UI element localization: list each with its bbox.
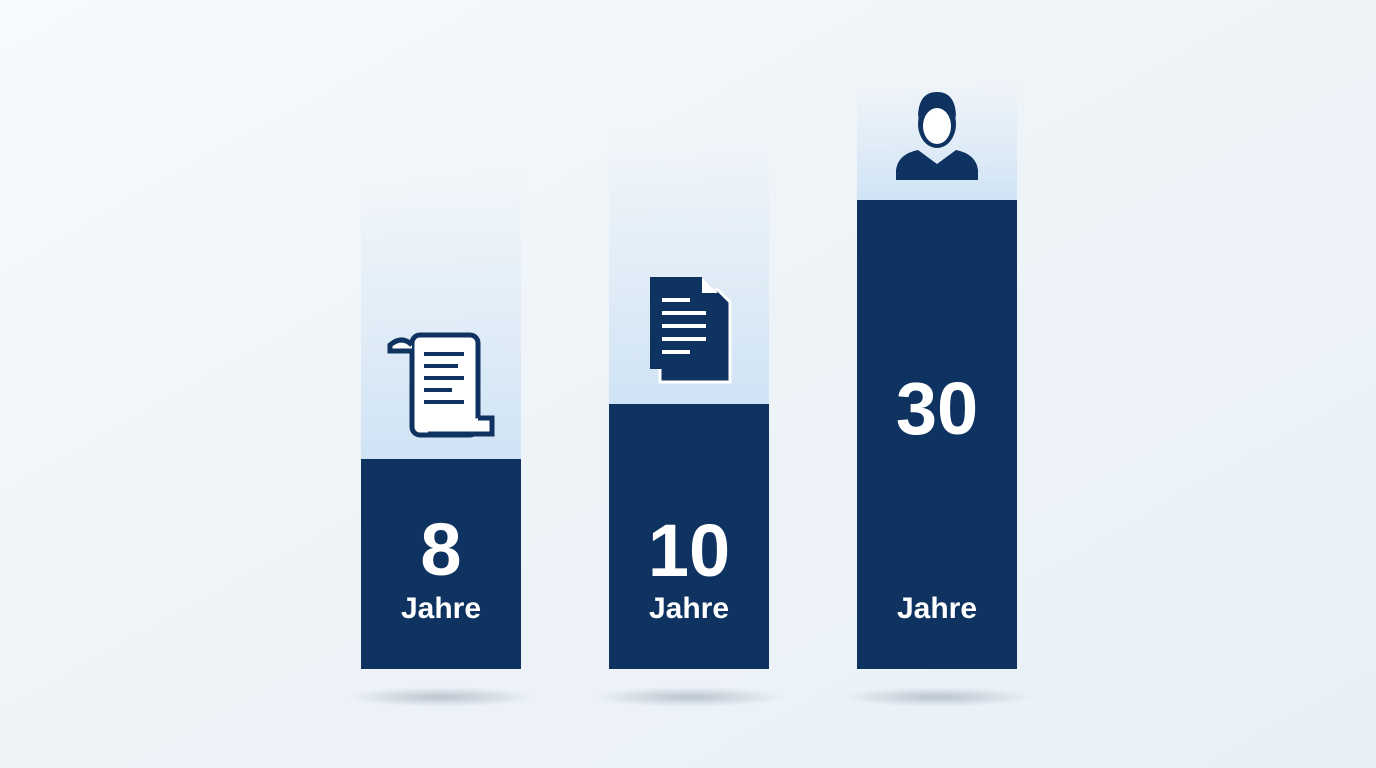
scroll-icon (387, 332, 495, 438)
value: 10 (648, 509, 730, 592)
column-bar (609, 404, 769, 669)
shadow (842, 687, 1032, 707)
column-bar (857, 200, 1017, 669)
value: 30 (896, 367, 978, 450)
unit: Jahre (897, 592, 977, 625)
person-icon (896, 92, 978, 180)
shadow (594, 687, 784, 707)
unit: Jahre (401, 592, 481, 625)
column-bar (361, 459, 521, 669)
document-icon (650, 277, 732, 384)
shadow (346, 687, 536, 707)
value: 8 (420, 508, 461, 591)
unit: Jahre (649, 592, 729, 625)
